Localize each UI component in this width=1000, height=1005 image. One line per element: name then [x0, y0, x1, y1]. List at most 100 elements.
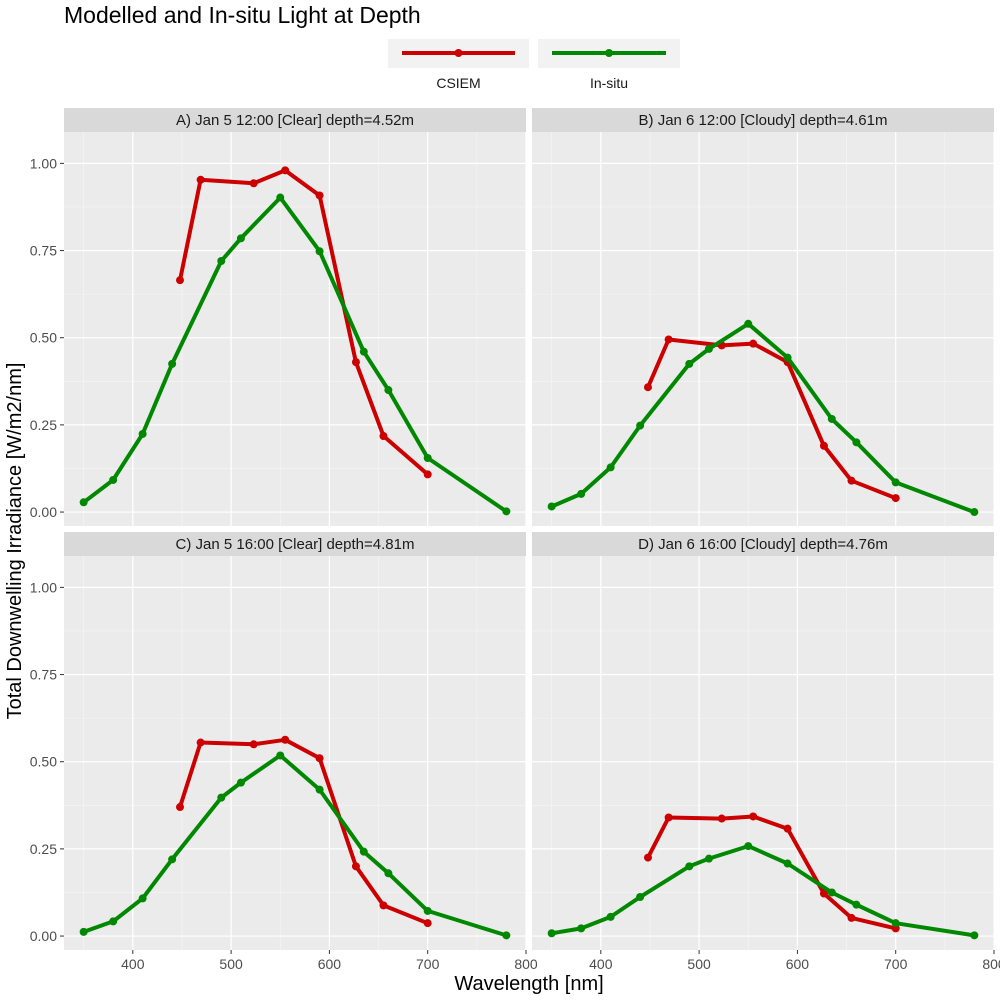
panel-c-point-csiem — [281, 735, 290, 744]
panel-c-x-tick-label: 500 — [219, 956, 243, 972]
panel-d-point-csiem — [749, 812, 758, 821]
panel-c-x-tick-label: 600 — [318, 956, 342, 972]
panel-d-point-csiem — [643, 853, 652, 862]
panel-c-point-csiem — [249, 740, 258, 749]
panel-b-point-in-situ — [547, 502, 556, 511]
panel-b-point-csiem — [664, 335, 673, 344]
panel-a-point-in-situ — [502, 507, 511, 516]
panel-a-point-in-situ — [217, 257, 226, 266]
panel-a-y-tick-label: 0.00 — [30, 504, 57, 520]
panel-d-x-tick-label: 500 — [687, 956, 711, 972]
panel-a-point-csiem — [281, 166, 290, 175]
panel-b-point-in-situ — [577, 489, 586, 498]
panel-c-point-in-situ — [217, 793, 226, 802]
panel-c-series-line-in-situ — [83, 753, 507, 938]
legend-marker-2 — [605, 49, 613, 57]
panel-c-point-csiem — [423, 919, 432, 928]
panel-a-point-csiem — [351, 358, 360, 367]
panel-c-x-tick-label: 800 — [514, 956, 538, 972]
panel-c-point-in-situ — [138, 894, 147, 903]
panel-d-strip-label: D) Jan 6 16:00 [Cloudy] depth=4.76m — [638, 536, 888, 553]
panel-a-point-csiem — [379, 432, 388, 441]
panel-d-point-in-situ — [744, 842, 753, 851]
panel-b-point-csiem — [847, 476, 856, 485]
panel-a-point-in-situ — [109, 475, 118, 484]
panel-d-point-in-situ — [547, 929, 556, 938]
panel-a-point-in-situ — [384, 386, 393, 395]
panel-a-y-tick-label: 0.50 — [30, 330, 57, 346]
panel-a-point-csiem — [423, 470, 432, 479]
panel-d-x-tick-label: 600 — [786, 956, 810, 972]
panel-a-point-in-situ — [423, 454, 432, 463]
chart-title: Modelled and In-situ Light at Depth — [64, 2, 421, 28]
panel-a-point-csiem — [249, 179, 258, 188]
x-axis-label: Wavelength [nm] — [454, 973, 603, 995]
panel-b-point-in-situ — [704, 344, 713, 353]
panel-b-background — [532, 132, 994, 526]
panel-b-point-in-situ — [685, 359, 694, 368]
panel-d-background — [532, 556, 994, 950]
panel-b-point-in-situ — [606, 463, 615, 472]
panel-b-series-line-in-situ — [550, 321, 976, 514]
panel-d-point-in-situ — [852, 900, 861, 909]
legend-marker-1 — [454, 49, 463, 57]
panel-d-x-tick-label: 400 — [589, 956, 613, 972]
panel-a-point-csiem — [315, 191, 324, 200]
panel-c-point-in-situ — [502, 931, 511, 940]
panel-c-x-tick-label: 700 — [416, 956, 440, 972]
panel-c-y-tick-label: 0.50 — [30, 754, 57, 770]
panel-b-point-in-situ — [636, 421, 645, 430]
panel-a-background — [64, 132, 526, 526]
legend-label-1: CSIEM — [436, 75, 480, 91]
panel-c-point-csiem — [379, 901, 388, 910]
panel-b-point-csiem — [819, 441, 828, 450]
panel-a-point-in-situ — [276, 193, 285, 202]
panel-b-point-in-situ — [970, 508, 979, 517]
panel-b-series-line-csiem — [646, 337, 897, 500]
panel-d-point-in-situ — [827, 888, 836, 897]
panel-c-x-tick-label: 400 — [121, 956, 145, 972]
panel-c-strip-label: C) Jan 5 16:00 [Clear] depth=4.81m — [176, 536, 415, 553]
panel-b-point-csiem — [891, 494, 900, 503]
panel-d-point-in-situ — [606, 912, 615, 921]
panel-b-point-in-situ — [852, 438, 861, 447]
panel-a-point-in-situ — [138, 429, 147, 438]
panel-d-point-csiem — [847, 913, 856, 922]
panel-c-point-in-situ — [168, 855, 177, 864]
panel-a-point-csiem — [196, 175, 205, 184]
panel-c-y-tick-label: 1.00 — [30, 579, 57, 595]
panel-d-point-in-situ — [685, 862, 694, 871]
panel-a-series-line-in-situ — [82, 195, 508, 514]
panel-d-point-in-situ — [704, 854, 713, 863]
panel-d-point-csiem — [717, 814, 726, 823]
panel-a-point-in-situ — [168, 359, 177, 368]
panel-c-point-csiem — [351, 862, 360, 871]
panel-d-point-csiem — [664, 813, 673, 822]
panel-b-strip-label: B) Jan 6 12:00 [Cloudy] depth=4.61m — [639, 112, 888, 129]
panel-a-strip — [64, 108, 526, 132]
panel-c-y-tick-label: 0.25 — [30, 841, 57, 857]
panel-a-point-in-situ — [315, 247, 324, 256]
panel-d-point-in-situ — [577, 924, 586, 933]
panel-d-point-csiem — [819, 889, 828, 898]
y-axis-label: Total Downwelling Irradiance [W/m2/nm] — [4, 363, 26, 720]
panel-b-point-in-situ — [744, 319, 753, 328]
panel-c-point-in-situ — [315, 785, 324, 794]
panel-b-point-in-situ — [891, 478, 900, 487]
panel-c-strip — [64, 532, 526, 556]
panel-a-series-line-csiem — [178, 168, 430, 476]
panel-a-strip-label: A) Jan 5 12:00 [Clear] depth=4.52m — [176, 112, 414, 129]
panel-d-series-line-csiem — [646, 814, 897, 931]
panel-c-point-csiem — [315, 754, 324, 763]
panel-c-point-in-situ — [384, 869, 393, 878]
panel-d-point-in-situ — [970, 931, 979, 940]
panel-b-point-in-situ — [827, 414, 836, 423]
panel-c-y-tick-label: 0.00 — [30, 928, 57, 944]
panel-a-point-in-situ — [359, 347, 368, 356]
panel-c-series-line-csiem — [178, 737, 429, 926]
panel-c-point-in-situ — [359, 847, 368, 856]
panel-c-point-csiem — [196, 738, 205, 747]
panel-b-point-csiem — [749, 339, 758, 348]
